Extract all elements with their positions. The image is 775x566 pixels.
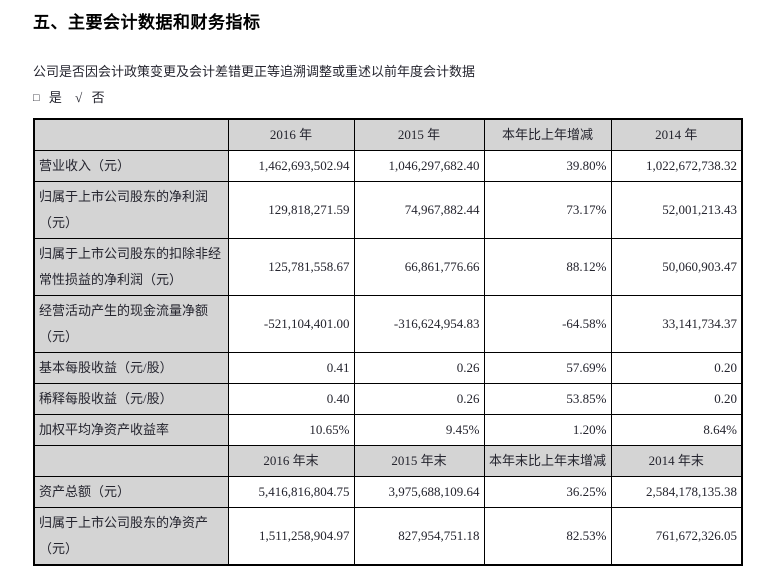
value-cell: 52,001,213.43 xyxy=(610,181,743,239)
header-row: 2016 年 2015 年本年比上年增减 2014 年 xyxy=(33,118,743,151)
column-header-cell xyxy=(33,118,229,151)
value-cell: 0.20 xyxy=(610,352,743,384)
value-cell: 0.41 xyxy=(227,352,355,384)
value-cell: 57.69% xyxy=(483,352,612,384)
value-cell: 0.40 xyxy=(227,383,355,415)
value-cell: 3,975,688,109.64 xyxy=(353,476,485,508)
column-header-cell: 2016 年 xyxy=(227,118,355,151)
row-label-cell: 经营活动产生的现金流量净额（元） xyxy=(33,295,229,353)
value-cell: 10.65% xyxy=(227,414,355,446)
table-row: 基本每股收益（元/股） 0.41 0.26 57.69% 0.20 xyxy=(33,352,743,384)
value-cell: 9.45% xyxy=(353,414,485,446)
value-cell: 82.53% xyxy=(483,507,612,566)
value-cell: -521,104,401.00 xyxy=(227,295,355,353)
row-label-cell: 基本每股收益（元/股） xyxy=(33,352,229,384)
table-row: 资产总额（元） 5,416,816,804.75 3,975,688,109.64 3… xyxy=(33,476,743,508)
value-cell: 73.17% xyxy=(483,181,612,239)
row-label-cell: 归属于上市公司股东的净资产（元） xyxy=(33,507,229,566)
value-cell: 2,584,178,135.38 xyxy=(610,476,743,508)
table-row: 归属于上市公司股东的净利润（元） 129,818,271.59 74,967,882… xyxy=(33,181,743,239)
row-label-cell: 加权平均净资产收益率 xyxy=(33,414,229,446)
table-row: 稀释每股收益（元/股） 0.40 0.26 53.85% 0.20 xyxy=(33,383,743,415)
value-cell: 1,462,693,502.94 xyxy=(227,150,355,182)
table-row: 加权平均净资产收益率 10.65% 9.45% 1.20% 8.64% xyxy=(33,414,743,446)
value-cell: 0.26 xyxy=(353,383,485,415)
row-label-cell: 资产总额（元） xyxy=(33,476,229,508)
value-cell: 74,967,882.44 xyxy=(353,181,485,239)
value-cell: 827,954,751.18 xyxy=(353,507,485,566)
value-cell: 36.25% xyxy=(483,476,612,508)
value-cell: -316,624,954.83 xyxy=(353,295,485,353)
value-cell: 1,022,672,738.32 xyxy=(610,150,743,182)
column-header-cell xyxy=(33,445,229,477)
value-cell: 5,416,816,804.75 xyxy=(227,476,355,508)
value-cell: 1.20% xyxy=(483,414,612,446)
value-cell: 0.26 xyxy=(353,352,485,384)
checkmark-icon: √ xyxy=(75,90,83,105)
page-title: 五、主要会计数据和财务指标 xyxy=(33,13,261,32)
column-header-cell: 2015 年 xyxy=(353,118,485,151)
value-cell: 53.85% xyxy=(483,383,612,415)
value-cell: -64.58% xyxy=(483,295,612,353)
value-cell: 129,818,271.59 xyxy=(227,181,355,239)
column-header-cell: 2016 年末 xyxy=(227,445,355,477)
row-label-cell: 归属于上市公司股东的净利润（元） xyxy=(33,181,229,239)
column-header-cell: 2014 年 xyxy=(610,118,743,151)
column-header-cell: 2015 年末 xyxy=(353,445,485,477)
row-label-cell: 稀释每股收益（元/股） xyxy=(33,383,229,415)
value-cell: 88.12% xyxy=(483,238,612,296)
row-label-cell: 营业收入（元） xyxy=(33,150,229,182)
value-cell: 8.64% xyxy=(610,414,743,446)
checkbox-unchecked-icon: □ xyxy=(33,92,40,104)
row-label-cell: 归属于上市公司股东的扣除非经常性损益的净利润（元） xyxy=(33,238,229,296)
value-cell: 1,511,258,904.97 xyxy=(227,507,355,566)
value-cell: 33,141,734.37 xyxy=(610,295,743,353)
value-cell: 66,861,776.66 xyxy=(353,238,485,296)
financial-table-body: 2016 年 2015 年本年比上年增减 2014 年营业收入（元） 1,462,69… xyxy=(33,118,743,566)
header-row: 2016 年末 2015 年末 本年末比上年末增减 2014 年末 xyxy=(33,445,743,477)
checkbox-line: □ 是 √ 否 xyxy=(33,85,741,112)
column-header-cell: 本年末比上年末增减 xyxy=(483,445,612,477)
financial-table: 2016 年 2015 年本年比上年增减 2014 年营业收入（元） 1,462,69… xyxy=(33,118,743,566)
value-cell: 39.80% xyxy=(483,150,612,182)
value-cell: 761,672,326.05 xyxy=(610,507,743,566)
value-cell: 1,046,297,682.40 xyxy=(353,150,485,182)
yes-label: 是 xyxy=(48,90,62,105)
table-row: 经营活动产生的现金流量净额（元） -521,104,401.00 -316,624,… xyxy=(33,295,743,353)
column-header-cell: 2014 年末 xyxy=(610,445,743,477)
column-header-cell: 本年比上年增减 xyxy=(483,118,612,151)
question-text: 公司是否因会计政策变更及会计差错更正等追溯调整或重述以前年度会计数据 xyxy=(33,64,476,79)
value-cell: 50,060,903.47 xyxy=(610,238,743,296)
value-cell: 125,781,558.67 xyxy=(227,238,355,296)
value-cell: 0.20 xyxy=(610,383,743,415)
no-label: 否 xyxy=(91,90,105,105)
table-row: 归属于上市公司股东的净资产（元） 1,511,258,904.97 827,954,… xyxy=(33,507,743,566)
table-row: 归属于上市公司股东的扣除非经常性损益的净利润（元） 125,781,558.67 6… xyxy=(33,238,743,296)
table-row: 营业收入（元） 1,462,693,502.94 1,046,297,682.40 3… xyxy=(33,150,743,182)
